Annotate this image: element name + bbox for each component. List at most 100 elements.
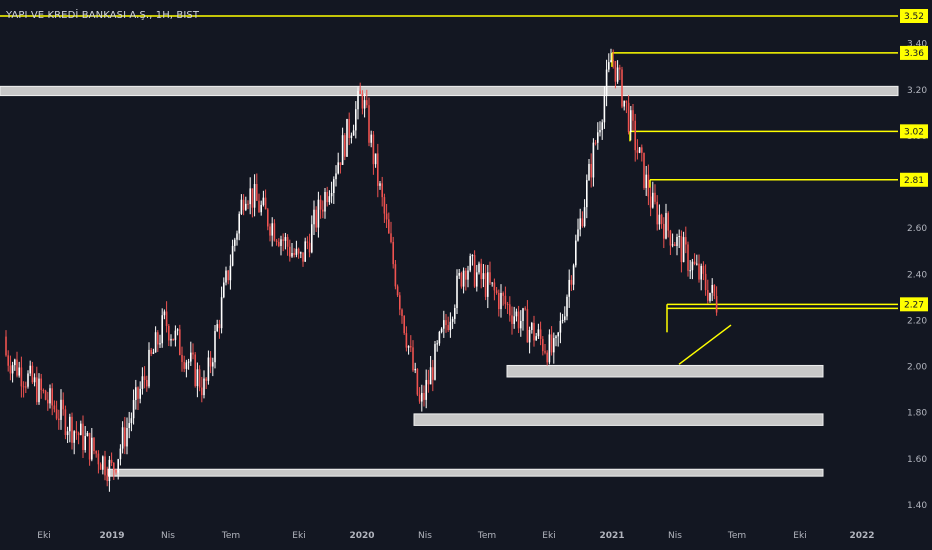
candle-body <box>51 388 53 406</box>
candle-body <box>438 331 441 344</box>
candle-body <box>49 388 51 404</box>
candle-body <box>220 297 223 329</box>
candle-body <box>38 378 40 403</box>
candle-body <box>154 332 157 353</box>
candle-body <box>636 150 639 153</box>
candle-body <box>192 352 194 355</box>
candle-body <box>421 392 423 402</box>
candle-body <box>638 147 641 153</box>
candle-body <box>245 203 247 210</box>
candle-body <box>115 469 117 473</box>
candle-body <box>317 199 320 228</box>
candle-body <box>359 90 361 94</box>
candle-body <box>267 209 269 227</box>
candle-body <box>73 431 75 443</box>
candle-body <box>163 311 166 316</box>
candle-body <box>715 296 718 313</box>
candle-body <box>326 191 328 203</box>
candle-body <box>64 409 67 436</box>
candle-body <box>429 367 432 385</box>
candle-body <box>47 399 49 404</box>
candle-body <box>313 209 315 225</box>
candle-body <box>71 416 73 443</box>
candle-body <box>489 272 491 283</box>
candle-body <box>592 142 595 178</box>
candle-body <box>502 292 504 296</box>
candle-body <box>693 261 696 264</box>
candle-body <box>88 432 91 460</box>
candle-body <box>126 428 128 447</box>
candle-body <box>324 191 326 212</box>
candle-body <box>308 242 311 253</box>
candle-body <box>306 241 309 243</box>
candle-body <box>493 282 496 291</box>
y-axis: 1.401.601.802.002.202.402.602.803.003.20… <box>907 40 927 511</box>
candle-body <box>403 315 405 334</box>
candle-body <box>62 399 64 410</box>
candle-body <box>500 292 502 310</box>
candle-body <box>700 265 702 280</box>
candle-body <box>603 95 606 123</box>
candle-body <box>366 100 368 106</box>
candle-body <box>137 387 139 399</box>
candle-body <box>484 273 487 297</box>
candle-body <box>286 237 289 247</box>
candle-body <box>465 270 467 280</box>
candle-body <box>113 462 115 470</box>
candle-body <box>467 270 469 280</box>
candle-body <box>174 330 177 341</box>
candle-body <box>379 183 381 186</box>
candle-body <box>275 240 278 242</box>
candle-body <box>271 223 273 236</box>
candle-body <box>495 290 498 293</box>
candle-body <box>509 304 511 316</box>
candle-body <box>157 332 159 345</box>
candle-body <box>579 218 581 230</box>
candle-body <box>196 369 199 387</box>
candle-body <box>110 459 113 463</box>
candle-body <box>315 209 317 228</box>
candle-body <box>227 270 229 281</box>
candle-body <box>443 320 445 329</box>
candle-body <box>135 387 137 401</box>
x-tick-label: Eki <box>542 531 555 541</box>
candle-body <box>390 233 392 242</box>
candle-body <box>658 214 661 225</box>
candle-body <box>656 201 658 225</box>
candle-body <box>652 192 654 208</box>
candle-body <box>209 357 212 367</box>
price-level-badge <box>900 9 928 23</box>
candle-body <box>528 329 531 343</box>
candle-body <box>445 320 447 326</box>
candle-body <box>667 213 669 231</box>
candle-body <box>27 373 29 387</box>
candle-body <box>634 120 636 151</box>
candle-body <box>350 135 353 139</box>
candle-body <box>410 346 412 348</box>
candle-body <box>616 67 619 82</box>
candle-body <box>399 295 401 310</box>
candle-body <box>546 352 548 363</box>
candle-body <box>614 61 617 82</box>
candle-body <box>31 365 34 383</box>
candle-body <box>599 129 601 133</box>
candle-body <box>291 253 293 257</box>
candle-body <box>297 248 300 254</box>
candle-body <box>238 213 240 234</box>
candle-body <box>40 378 42 391</box>
candle-body <box>594 142 597 144</box>
candle-body <box>58 418 60 420</box>
candle-body <box>36 377 38 403</box>
price-level-badge <box>900 45 928 60</box>
price-level-badge <box>900 172 928 187</box>
candle-body <box>355 109 357 131</box>
x-tick-label: 2022 <box>849 531 874 541</box>
candle-body <box>328 196 331 203</box>
candle-body <box>168 325 170 341</box>
candle-body <box>11 365 14 374</box>
candle-body <box>418 394 421 402</box>
x-tick-label: 2019 <box>99 531 124 541</box>
candle-body <box>22 386 25 388</box>
candle-body <box>689 270 691 272</box>
